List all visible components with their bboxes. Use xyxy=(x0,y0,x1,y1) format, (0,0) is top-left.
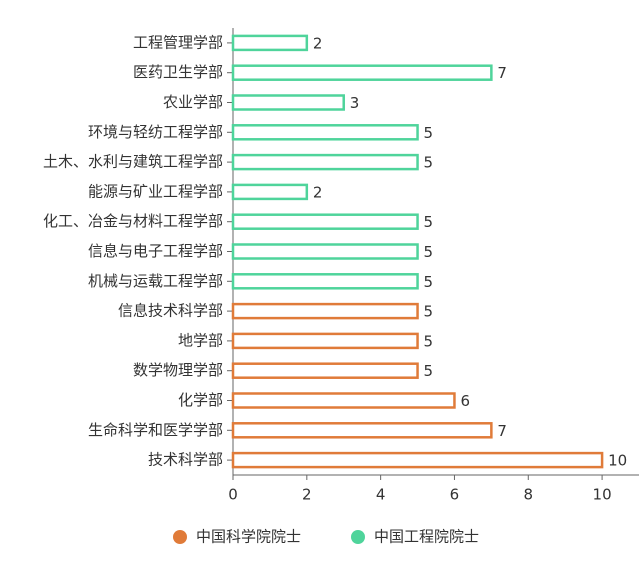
x-tick-label: 6 xyxy=(450,486,460,504)
y-tick-label: 农业学部 xyxy=(163,93,223,111)
legend-marker xyxy=(173,530,187,544)
y-tick-label: 机械与运载工程学部 xyxy=(88,272,223,290)
data-label: 5 xyxy=(424,362,434,380)
bar xyxy=(231,34,309,52)
data-label: 2 xyxy=(313,183,323,201)
data-label: 5 xyxy=(424,303,434,321)
y-tick-label: 生命科学和医学学部 xyxy=(88,421,223,439)
bar xyxy=(231,273,419,290)
data-label: 5 xyxy=(424,273,434,291)
y-tick-label: 工程管理学部 xyxy=(133,33,223,51)
data-label: 6 xyxy=(460,392,470,410)
legend-label: 中国科学院院士 xyxy=(196,528,301,546)
x-tick-label: 10 xyxy=(593,486,612,504)
x-tick-label: 4 xyxy=(376,486,386,504)
bar xyxy=(231,302,419,320)
bar xyxy=(231,422,493,439)
data-label: 5 xyxy=(424,243,434,261)
bar xyxy=(231,392,456,409)
bar xyxy=(231,243,419,260)
data-label: 5 xyxy=(424,124,434,142)
data-label: 10 xyxy=(608,452,627,470)
data-label: 3 xyxy=(350,94,360,112)
y-tick-label: 数学物理学部 xyxy=(133,361,223,379)
y-tick-label: 土木、水利与建筑工程学部 xyxy=(43,153,223,171)
bar xyxy=(231,451,604,469)
data-label: 2 xyxy=(313,34,323,52)
bar xyxy=(231,153,419,171)
data-label: 5 xyxy=(424,332,434,350)
legend-label: 中国工程院院士 xyxy=(374,528,479,546)
data-label: 5 xyxy=(424,154,434,172)
bar xyxy=(231,124,419,141)
x-tick-label: 2 xyxy=(302,486,312,504)
y-tick-label: 信息与电子工程学部 xyxy=(88,242,223,260)
bar xyxy=(231,332,419,350)
x-tick-label: 0 xyxy=(228,486,238,504)
bar xyxy=(231,213,419,230)
y-tick-label: 地学部 xyxy=(178,331,223,349)
legend-marker xyxy=(351,530,365,544)
bar xyxy=(231,183,309,201)
y-tick-label: 信息技术科学部 xyxy=(118,302,223,320)
y-tick-label: 环境与轻纺工程学部 xyxy=(88,123,223,141)
y-tick-label: 能源与矿业工程学部 xyxy=(88,182,223,200)
bar xyxy=(231,64,493,81)
bar xyxy=(231,94,345,111)
data-label: 7 xyxy=(497,64,507,82)
data-label: 5 xyxy=(424,213,434,231)
data-label: 7 xyxy=(497,422,507,440)
bar xyxy=(231,362,419,379)
y-tick-label: 医药卫生学部 xyxy=(133,63,223,81)
y-tick-label: 化学部 xyxy=(178,391,223,409)
y-tick-label: 技术科学部 xyxy=(148,451,223,469)
y-tick-label: 化工、冶金与材料工程学部 xyxy=(43,212,223,230)
x-tick-label: 8 xyxy=(523,486,533,504)
